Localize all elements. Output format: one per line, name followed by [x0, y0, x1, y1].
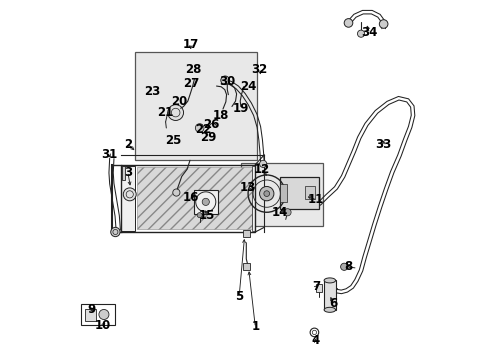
Text: 23: 23 [143, 85, 160, 98]
Text: 20: 20 [171, 95, 187, 108]
Circle shape [195, 124, 203, 132]
Text: 5: 5 [235, 290, 243, 303]
Bar [122, 166, 124, 180]
Circle shape [259, 186, 273, 201]
Text: 26: 26 [203, 118, 219, 131]
Text: 22: 22 [195, 123, 211, 136]
Circle shape [221, 76, 229, 85]
Circle shape [123, 188, 136, 201]
Circle shape [197, 213, 202, 218]
Circle shape [110, 227, 120, 237]
Circle shape [202, 198, 209, 206]
Ellipse shape [324, 307, 335, 312]
Bar [280, 184, 286, 202]
Text: 28: 28 [185, 63, 202, 76]
Text: 32: 32 [251, 63, 267, 76]
Circle shape [259, 160, 266, 167]
Text: 31: 31 [101, 148, 117, 161]
Bar [193, 190, 218, 214]
Bar [324, 280, 335, 310]
Text: 18: 18 [213, 109, 229, 122]
Text: 14: 14 [271, 207, 287, 220]
Text: 15: 15 [198, 209, 215, 222]
Text: 2: 2 [123, 138, 132, 150]
Text: 12: 12 [253, 163, 269, 176]
Bar [241, 163, 323, 226]
Bar [121, 165, 255, 232]
Bar [85, 309, 96, 320]
Text: 17: 17 [182, 38, 199, 51]
Text: 8: 8 [344, 260, 352, 273]
Text: 1: 1 [251, 320, 259, 333]
Bar [135, 51, 257, 160]
Text: 6: 6 [328, 297, 337, 310]
Text: 34: 34 [360, 26, 377, 39]
Text: 21: 21 [157, 106, 173, 119]
Ellipse shape [324, 278, 335, 283]
Bar [280, 177, 319, 210]
Bar [81, 305, 115, 325]
Circle shape [357, 30, 364, 37]
Circle shape [340, 263, 347, 270]
Text: 4: 4 [311, 334, 319, 347]
Text: 19: 19 [232, 102, 248, 115]
Circle shape [167, 105, 183, 121]
Text: 33: 33 [375, 138, 391, 151]
Circle shape [172, 189, 180, 196]
Text: 9: 9 [87, 303, 95, 316]
Bar [242, 263, 249, 270]
Circle shape [264, 191, 269, 197]
Text: 10: 10 [95, 319, 111, 332]
Bar [137, 167, 251, 229]
Text: 16: 16 [182, 191, 199, 204]
Text: 27: 27 [183, 77, 199, 90]
Bar [243, 230, 249, 237]
Text: 11: 11 [307, 193, 324, 206]
Text: 30: 30 [219, 75, 235, 88]
Text: 25: 25 [165, 134, 182, 147]
Bar [304, 186, 314, 199]
Bar [251, 166, 255, 231]
Circle shape [284, 209, 290, 216]
Text: 24: 24 [240, 80, 257, 93]
Circle shape [99, 310, 109, 319]
Text: 13: 13 [240, 181, 256, 194]
Text: 3: 3 [123, 166, 132, 179]
Circle shape [344, 19, 352, 27]
Text: 29: 29 [200, 131, 216, 144]
Bar [316, 284, 321, 292]
Text: 7: 7 [311, 280, 320, 293]
Bar [121, 166, 135, 231]
Circle shape [379, 20, 387, 28]
